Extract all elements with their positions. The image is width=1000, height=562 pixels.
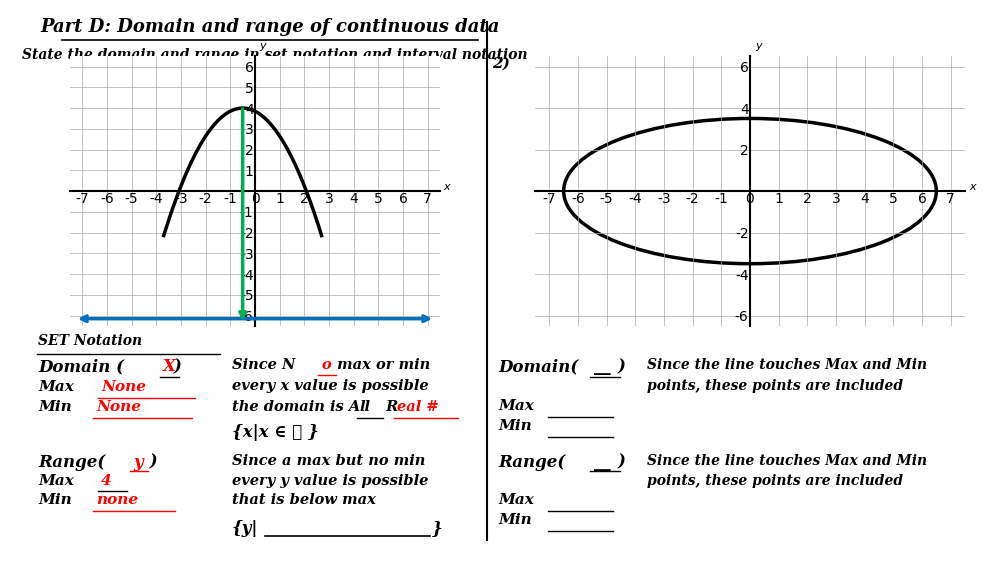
Text: Max: Max [38,380,79,395]
Text: State the domain and range in set notation and interval notation: State the domain and range in set notati… [22,48,528,62]
Text: SET Notation: SET Notation [38,334,142,348]
Text: x: x [444,182,450,192]
Text: ll: ll [360,400,371,414]
Text: Domain(: Domain( [498,358,578,375]
Text: X: X [163,358,176,375]
Text: Range(: Range( [498,454,565,470]
Text: __: __ [594,358,611,375]
Text: None: None [96,400,141,414]
Text: ): ) [618,454,626,470]
Text: Range(: Range( [38,454,105,470]
Text: eal #: eal # [397,400,439,414]
Text: points, these points are included: points, these points are included [647,379,903,393]
Text: Since a max but no min: Since a max but no min [232,454,425,468]
Text: ): ) [174,358,182,375]
Text: None: None [101,380,146,395]
Text: Domain (: Domain ( [38,358,124,375]
Text: y: y [755,41,762,51]
Text: ): ) [618,358,626,375]
Text: Max: Max [498,493,539,507]
Text: Since the line touches Max and Min: Since the line touches Max and Min [647,454,927,468]
Text: 2): 2) [492,56,510,70]
Text: {x|x ∈ ℝ }: {x|x ∈ ℝ } [232,424,319,441]
Text: Max: Max [38,474,79,488]
Text: every x value is possible: every x value is possible [232,379,429,393]
Text: every y value is possible: every y value is possible [232,474,428,488]
Text: y: y [259,41,266,51]
Text: none: none [96,493,138,507]
Text: that is below max: that is below max [232,493,376,507]
Text: 4: 4 [101,474,112,488]
Text: {y|: {y| [232,520,258,537]
Text: points, these points are included: points, these points are included [647,474,903,488]
Text: max or min: max or min [332,358,430,372]
Text: Min: Min [38,400,77,414]
Text: Since N: Since N [232,358,295,372]
Text: o: o [321,358,331,372]
Text: Min: Min [498,419,537,433]
Text: R: R [381,400,398,414]
Text: y: y [133,454,143,470]
Text: Since the line touches Max and Min: Since the line touches Max and Min [647,358,927,372]
Text: Min: Min [38,493,77,507]
Text: ): ) [144,454,158,470]
Text: Part D: Domain and range of continuous data: Part D: Domain and range of continuous d… [40,18,500,36]
Text: x: x [969,182,976,192]
Text: }: } [432,520,443,537]
Text: Min: Min [498,513,537,527]
Text: 1): 1) [77,56,95,70]
Text: __: __ [594,454,611,470]
Text: Max: Max [498,399,539,413]
Text: the domain is A: the domain is A [232,400,360,414]
